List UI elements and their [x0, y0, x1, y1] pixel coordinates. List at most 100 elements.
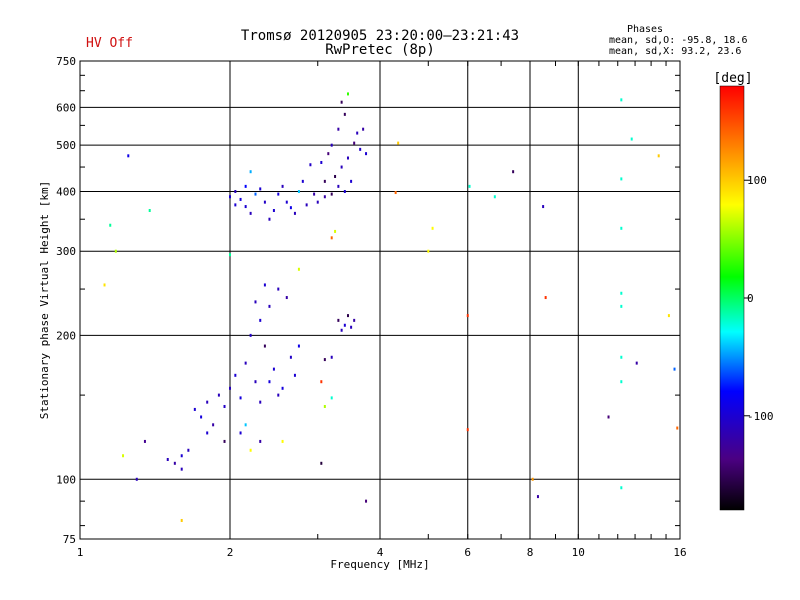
colorbar-tick-label: 0: [747, 292, 754, 305]
data-point: [254, 300, 257, 304]
data-point: [148, 209, 151, 213]
data-point: [346, 156, 349, 160]
data-point: [187, 448, 190, 452]
x-tick-label: 10: [572, 546, 585, 559]
colorbar-tick-label: 100: [747, 174, 767, 187]
data-point: [620, 486, 623, 490]
data-point: [330, 396, 333, 400]
data-point: [212, 423, 215, 427]
data-point: [334, 174, 337, 178]
data-point: [356, 131, 359, 135]
data-point: [320, 160, 323, 164]
data-point: [193, 407, 196, 411]
data-point: [620, 304, 623, 308]
data-point: [249, 333, 252, 337]
chart-subtitle: RwPretec (8p): [325, 42, 435, 58]
colorbar-ticks: 100 0 -100: [744, 174, 774, 423]
data-point: [180, 454, 183, 458]
data-point: [466, 314, 469, 318]
hv-status-label: HV Off: [86, 36, 133, 51]
data-point: [277, 287, 280, 291]
data-point: [239, 431, 242, 435]
x-tick-label: 16: [673, 546, 686, 559]
data-point: [365, 152, 368, 156]
data-point: [249, 448, 252, 452]
phases-title: Phases: [627, 24, 663, 35]
data-point: [313, 192, 316, 196]
data-point: [263, 344, 266, 348]
data-point: [259, 439, 262, 443]
data-point: [620, 355, 623, 359]
data-point: [234, 203, 237, 207]
colorbar-label: [deg]: [713, 71, 752, 86]
data-point: [301, 179, 304, 183]
data-point: [512, 170, 515, 174]
x-tick-label: 4: [377, 546, 384, 559]
data-point: [620, 226, 623, 230]
data-point: [103, 283, 106, 287]
data-point: [281, 184, 284, 188]
data-point: [343, 323, 346, 327]
data-point: [620, 98, 623, 102]
data-point: [127, 154, 130, 158]
data-point: [289, 355, 292, 359]
data-point: [327, 152, 330, 156]
data-point: [180, 467, 183, 471]
y-tick-label: 200: [56, 329, 76, 342]
data-point: [620, 380, 623, 384]
data-point: [297, 267, 300, 271]
data-point: [323, 404, 326, 408]
data-point: [289, 206, 292, 210]
data-point: [239, 197, 242, 201]
data-point: [254, 380, 257, 384]
data-point: [135, 477, 138, 481]
data-point: [173, 461, 176, 465]
axis-ticks: 1 2 4 6 8 10 16 75 100 200 300 400 500 600 750: [56, 55, 687, 559]
data-point: [544, 296, 547, 300]
y-axis-label: Stationary phase Virtual Height [km]: [38, 181, 51, 419]
y-tick-label: 100: [56, 473, 76, 486]
data-point: [620, 177, 623, 181]
data-point: [343, 189, 346, 193]
data-point: [337, 318, 340, 322]
data-points: [103, 92, 679, 522]
data-point: [346, 314, 349, 318]
y-tick-label: 600: [56, 101, 76, 114]
data-point: [293, 373, 296, 377]
x-tick-label: 6: [464, 546, 471, 559]
data-point: [323, 195, 326, 199]
data-point: [109, 223, 112, 227]
data-point: [353, 141, 356, 145]
data-point: [320, 461, 323, 465]
data-point: [493, 195, 496, 199]
data-point: [268, 217, 271, 221]
data-point: [620, 291, 623, 295]
data-point: [249, 170, 252, 174]
data-point: [268, 304, 271, 308]
data-point: [259, 187, 262, 191]
data-point: [166, 457, 169, 461]
data-point: [531, 477, 534, 481]
data-point: [272, 367, 275, 371]
data-point: [362, 127, 365, 131]
data-point: [180, 518, 183, 522]
y-tick-label: 750: [56, 55, 76, 68]
data-point: [607, 415, 610, 419]
data-point: [234, 373, 237, 377]
data-point: [316, 200, 319, 204]
data-point: [536, 495, 539, 499]
data-point: [285, 200, 288, 204]
data-point: [281, 439, 284, 443]
data-point: [635, 361, 638, 365]
data-point: [244, 205, 247, 209]
data-point: [244, 423, 247, 427]
y-tick-label: 300: [56, 245, 76, 258]
data-point: [249, 211, 252, 215]
data-point: [657, 154, 660, 158]
y-tick-label: 500: [56, 139, 76, 152]
data-point: [427, 249, 430, 253]
data-point: [466, 428, 469, 432]
data-point: [122, 454, 125, 458]
data-point: [365, 499, 368, 503]
x-tick-label: 1: [77, 546, 84, 559]
